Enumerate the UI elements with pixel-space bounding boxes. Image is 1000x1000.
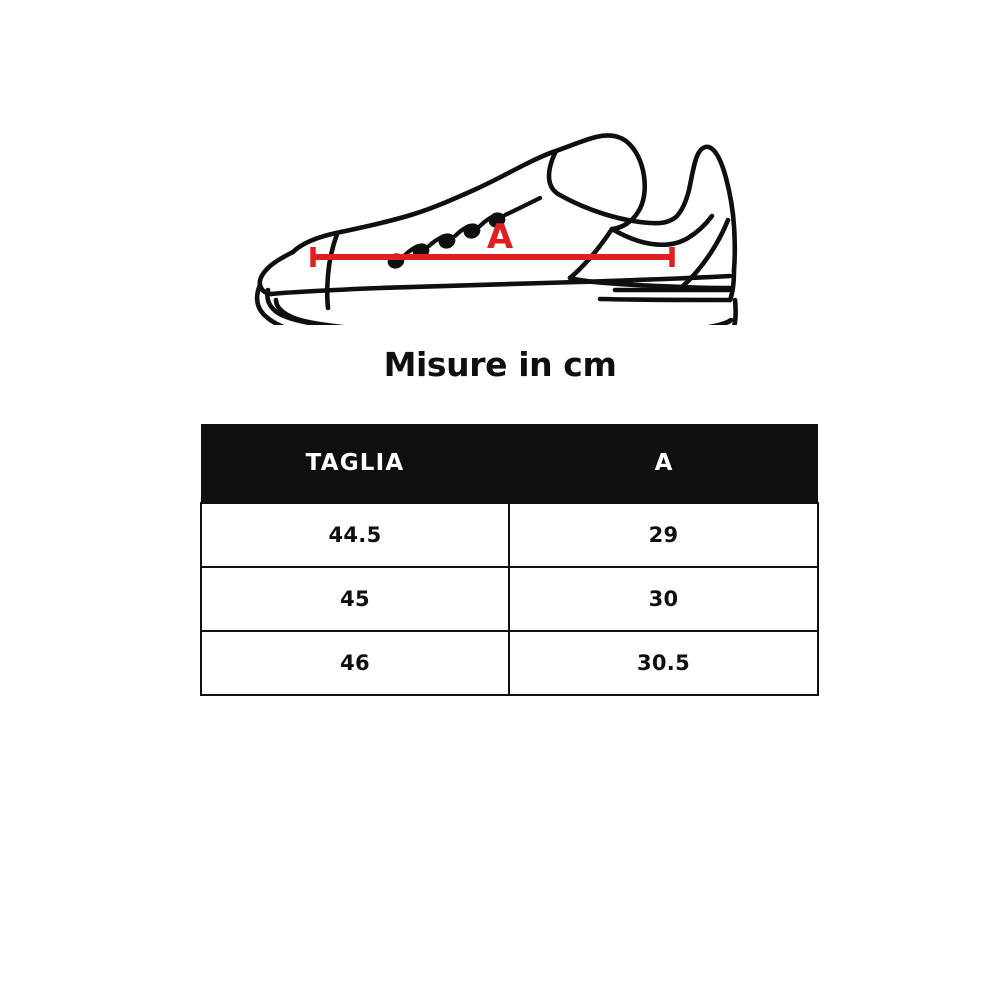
cell-a: 30.5 [508,630,819,696]
column-header-taglia: TAGLIA [201,424,509,503]
sneaker-illustration: A [254,133,738,325]
table-row: 46 30.5 [200,630,819,696]
cell-a: 29 [508,502,819,568]
lace-5 [502,195,543,218]
laces-group [401,195,543,259]
toe-front-edge [257,249,296,297]
table-body: 44.5 29 45 30 46 30.5 [200,502,819,696]
lace-4 [477,213,497,229]
table-row: 44.5 29 [200,502,819,568]
collar-inner-lip [609,213,715,248]
table-header: TAGLIA A [201,424,818,503]
size-chart-table: TAGLIA A 44.5 29 45 30 46 30.5 [200,424,819,696]
page-title: Misure in cm [383,345,617,384]
collar-heel-top [555,144,738,273]
lace-2 [426,233,447,249]
tongue-inner-fold [546,148,561,197]
table-header-row: TAGLIA A [201,424,818,503]
column-header-a: A [509,424,818,503]
tongue [553,133,648,232]
heel-sole-line-2 [597,296,733,303]
cell-a: 30 [508,566,819,632]
measurement-line-a [310,247,675,267]
midsole-stripe-lower [273,297,734,325]
lace-3 [452,223,472,239]
measure-label-a: A [487,217,514,257]
cell-taglia: 44.5 [200,502,510,568]
vamp-top-edge [290,148,559,255]
shoe-measurement-diagram: A [0,110,1000,325]
heel-counter-seam [679,217,731,290]
upper-lower-edge [268,273,733,297]
cell-taglia: 46 [200,630,510,696]
cell-taglia: 45 [200,566,510,632]
outsole-outer [254,282,738,325]
quarter-seam-front [567,226,615,281]
table-row: 45 30 [200,566,819,632]
toe-cap-seam [324,231,340,311]
midsole-stripe-upper [265,287,733,325]
shoe-outline-group [254,133,738,325]
